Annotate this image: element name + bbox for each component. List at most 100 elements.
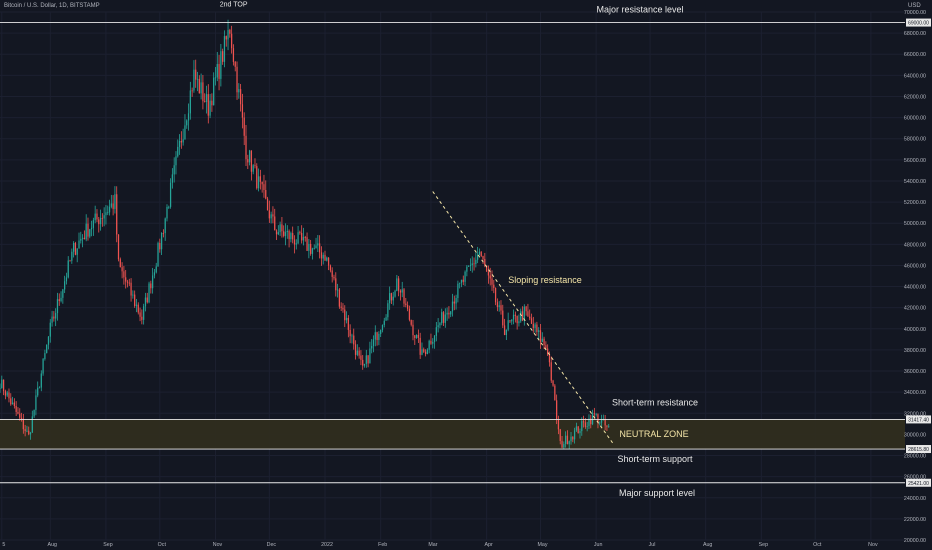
candle-body: [92, 220, 95, 228]
candle-body: [338, 289, 341, 307]
candle-body: [597, 414, 599, 424]
candle-body: [80, 238, 82, 241]
candle-body: [419, 337, 421, 355]
candle-body: [1, 379, 3, 389]
price-tick-label: 50000.00: [904, 221, 926, 227]
candle-body: [380, 330, 382, 334]
candle-body: [354, 344, 357, 355]
candle-body: [405, 303, 407, 305]
candle-body: [539, 330, 542, 342]
candle-body: [478, 251, 481, 255]
candle-body: [58, 299, 60, 301]
candle-body: [175, 156, 177, 166]
candle-body: [195, 69, 197, 80]
candle-body: [308, 243, 310, 251]
price-tick-label: 56000.00: [904, 158, 926, 164]
candle-body: [297, 232, 299, 244]
candle-body: [482, 256, 484, 259]
candle-body: [408, 308, 411, 320]
candle-body: [383, 320, 385, 325]
candle-body: [168, 206, 170, 208]
candle-body: [47, 336, 50, 345]
price-tick-label: 62000.00: [904, 94, 926, 100]
candle-body: [301, 233, 303, 241]
candle-body: [202, 82, 204, 102]
candle-body: [557, 419, 560, 430]
candle-body: [423, 349, 425, 352]
candle-body: [547, 348, 549, 355]
candle-body: [575, 426, 578, 431]
price-tick-label: 48000.00: [904, 242, 926, 248]
candle-body: [144, 297, 147, 307]
time-axis[interactable]: 5 Aug Sep Oct Nov Dec 2022 Feb Mar Apr May Jun Jul Au…: [2, 542, 878, 548]
candle-body: [306, 237, 308, 251]
sloping-resistance-line: [432, 191, 615, 446]
candle-body: [387, 303, 389, 318]
candle-body: [236, 66, 238, 93]
candle-body: [283, 231, 285, 236]
candle-body: [275, 230, 278, 235]
candle-body: [159, 243, 161, 250]
candle-body: [371, 345, 373, 349]
candle-body: [396, 278, 398, 291]
candle-body: [234, 61, 236, 67]
candle-body: [503, 325, 506, 336]
candle-body: [570, 436, 572, 442]
candle-body: [121, 267, 123, 272]
candle-body: [362, 359, 364, 366]
candle-body: [139, 312, 141, 317]
level-label: Major support level: [619, 488, 695, 498]
candle-body: [392, 296, 394, 301]
candle-body: [227, 29, 229, 40]
candle-body: [135, 304, 138, 306]
candle-body: [130, 282, 132, 296]
candle-body: [119, 259, 121, 268]
candle-body: [4, 391, 7, 396]
candle-body: [204, 101, 206, 103]
time-tick-label: Sep: [103, 542, 112, 548]
candle-body: [489, 275, 491, 279]
candle-body: [157, 243, 159, 267]
candle-body: [110, 203, 112, 207]
price-tick-label: 64000.00: [904, 73, 926, 79]
candle-body: [453, 301, 455, 304]
candle-body: [257, 176, 260, 189]
candle-body: [71, 251, 73, 261]
candle-body: [189, 90, 191, 114]
candle-body: [155, 266, 157, 273]
candle-body: [485, 265, 488, 272]
candle-body: [288, 230, 290, 240]
candle-body: [599, 422, 601, 424]
candle-body: [98, 219, 100, 225]
candle-body: [248, 150, 251, 163]
candle-body: [333, 276, 335, 279]
candle-body: [162, 233, 165, 234]
candle-body: [277, 232, 279, 235]
candle-body: [60, 297, 62, 301]
price-axis[interactable]: 20000.00 22000.00 24000.00 26000.00 28000.00…: [904, 0, 932, 550]
candle-body: [579, 431, 581, 434]
candle-body: [218, 64, 220, 79]
candle-body: [191, 90, 193, 92]
candle-body: [381, 324, 384, 331]
candle-body: [171, 174, 174, 183]
candle-body: [231, 33, 233, 49]
candle-body: [326, 257, 328, 261]
candle-body: [65, 277, 68, 282]
candle-body: [498, 305, 500, 307]
candle-body: [509, 320, 511, 322]
candle-body: [101, 217, 103, 219]
candle-body: [259, 176, 261, 182]
price-tick-label: 70000.00: [904, 10, 926, 16]
candle-body: [564, 435, 567, 444]
candle-body: [586, 426, 588, 427]
candle-body: [270, 214, 272, 219]
price-tick-label: 66000.00: [904, 52, 926, 58]
candle-body: [225, 36, 227, 40]
candle-body: [591, 413, 594, 425]
candle-body: [295, 243, 297, 245]
candle-body: [317, 243, 319, 246]
symbol-title: Bitcoin / U.S. Dollar, 1D, BITSTAMP: [4, 3, 100, 9]
candle-body: [421, 349, 423, 355]
